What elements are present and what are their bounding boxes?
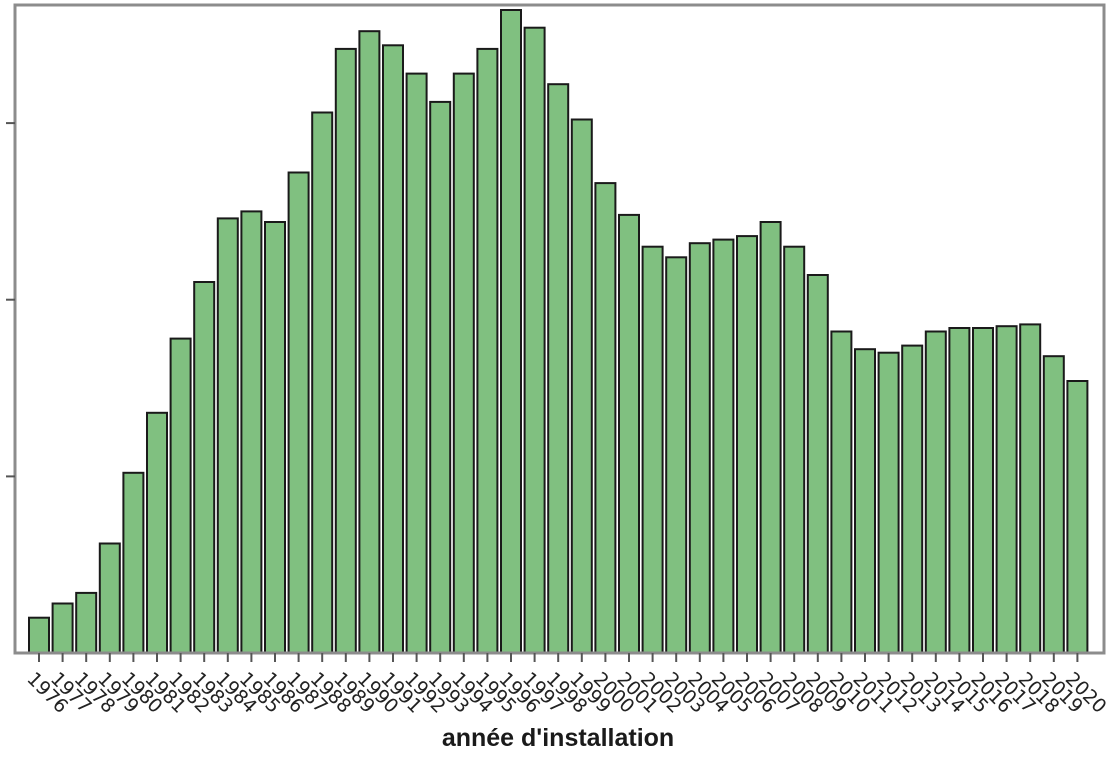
x-axis-title: année d'installation [442, 724, 674, 752]
bar-2000 [594, 182, 617, 654]
bar-1996 [500, 9, 522, 654]
bar-1990 [358, 30, 381, 654]
x-axis: 1976197719781979198019811982198319841985… [22, 653, 1109, 718]
bar-1979 [98, 542, 121, 654]
bar-1986 [264, 221, 286, 654]
bar-1981 [146, 411, 168, 654]
bar-1993 [429, 100, 452, 654]
bar-2017 [995, 325, 1018, 654]
bar-2020 [1066, 380, 1089, 654]
bar-2015 [948, 327, 971, 654]
bar-2018 [1019, 323, 1042, 654]
bar-2001 [618, 213, 640, 654]
bar-2007 [759, 221, 782, 654]
bar-2013 [901, 344, 924, 654]
bar-2004 [688, 242, 711, 654]
bar-1992 [405, 72, 428, 655]
bar-2014 [924, 330, 947, 654]
bar-2016 [972, 327, 994, 654]
bar-1983 [193, 281, 216, 654]
bar-1984 [216, 217, 239, 654]
bar-1989 [334, 47, 357, 654]
bar-2005 [712, 238, 735, 654]
bar-2012 [877, 351, 900, 654]
bar-1978 [75, 591, 98, 655]
bar-2003 [665, 256, 688, 654]
bar-1985 [240, 210, 263, 654]
bar-2009 [806, 274, 829, 654]
bar-2010 [830, 330, 853, 654]
bar-1997 [523, 26, 546, 654]
bar-2008 [783, 245, 806, 654]
plot-frame [13, 3, 1106, 655]
bar-2006 [736, 235, 758, 654]
bar-1982 [169, 337, 192, 654]
bar-2011 [854, 348, 876, 654]
bar-1999 [570, 118, 593, 654]
bar-2002 [641, 245, 664, 654]
bar-1980 [122, 471, 145, 654]
bar-1995 [476, 47, 499, 654]
bar-1988 [311, 111, 334, 654]
bar-1976 [28, 616, 50, 655]
bar-1991 [382, 44, 404, 655]
bar-series [28, 9, 1089, 655]
bar-1994 [452, 72, 475, 655]
y-axis [6, 122, 15, 478]
bar-1987 [287, 171, 310, 654]
bar-1998 [547, 83, 570, 654]
bar-1977 [51, 602, 74, 654]
bar-2019 [1042, 355, 1065, 654]
